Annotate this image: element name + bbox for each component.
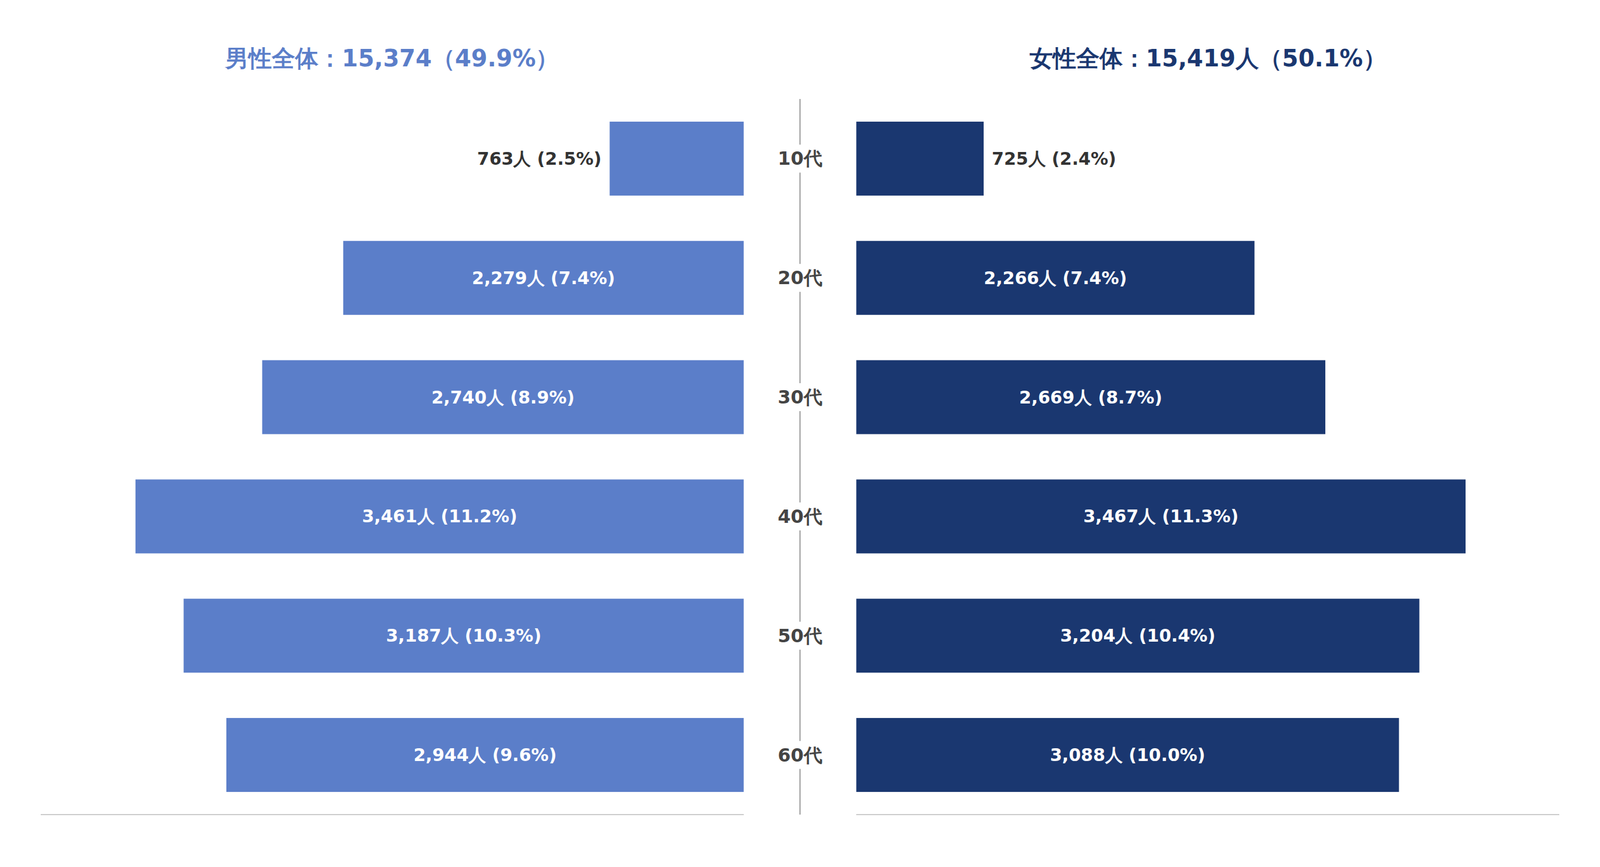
bars-female bbox=[856, 121, 1466, 792]
category-label-bg bbox=[755, 621, 845, 650]
axis-line bbox=[856, 813, 1560, 815]
bar bbox=[261, 360, 744, 435]
data-label: 3,204人 (10.4%) bbox=[1059, 625, 1216, 646]
chart: 10代 20代 30代 40代 50代 60代 763人 (2.5%) 2,279人 (7.4… bbox=[0, 0, 1600, 867]
bar bbox=[343, 240, 744, 315]
bar bbox=[856, 121, 984, 196]
data-label: 3,088人 (10.0%) bbox=[1049, 744, 1206, 765]
bar bbox=[856, 360, 1326, 435]
axis-line bbox=[40, 813, 744, 815]
background bbox=[0, 0, 1600, 867]
bar bbox=[856, 240, 1255, 315]
center-line bbox=[799, 98, 801, 815]
data-label: 3,461人 (11.2%) bbox=[362, 505, 518, 527]
bar bbox=[856, 479, 1466, 553]
bar bbox=[609, 121, 744, 196]
category-label-bg bbox=[755, 144, 845, 173]
data-labels: 763人 (2.5%) 2,279人 (7.4%) 2,740人 (8.9%) 3,4… bbox=[362, 148, 1239, 765]
category-label: 20代 bbox=[777, 266, 823, 289]
data-label: 2,279人 (7.4%) bbox=[472, 267, 616, 289]
category-label: 30代 bbox=[777, 385, 823, 409]
series-title: 男性全体：15,374（49.9%） bbox=[224, 44, 559, 72]
bar bbox=[856, 717, 1399, 792]
category-label-bg bbox=[755, 382, 845, 411]
category-label: 50代 bbox=[777, 624, 823, 647]
data-label: 2,669人 (8.7%) bbox=[1019, 387, 1163, 408]
category-label: 60代 bbox=[777, 743, 823, 766]
bar bbox=[183, 598, 744, 673]
data-label: 725人 (2.4%) bbox=[991, 148, 1117, 169]
bars-male bbox=[135, 121, 744, 792]
bar bbox=[856, 598, 1420, 673]
category-label-bg bbox=[755, 263, 845, 292]
data-label: 2,266人 (7.4%) bbox=[983, 267, 1127, 289]
data-label: 3,187人 (10.3%) bbox=[385, 625, 542, 646]
data-label: 3,467人 (11.3%) bbox=[1083, 505, 1239, 527]
data-label: 2,740人 (8.9%) bbox=[431, 387, 575, 408]
bar bbox=[226, 717, 744, 792]
data-label: 763人 (2.5%) bbox=[477, 148, 602, 169]
category-label: 40代 bbox=[777, 505, 823, 528]
bar bbox=[135, 479, 744, 553]
data-label: 2,944人 (9.6%) bbox=[413, 744, 557, 765]
category-label: 10代 bbox=[777, 147, 823, 170]
series-title: 女性全体：15,419人（50.1%） bbox=[1029, 44, 1387, 72]
category-label-bg bbox=[755, 502, 845, 531]
category-label-bg bbox=[755, 740, 845, 769]
